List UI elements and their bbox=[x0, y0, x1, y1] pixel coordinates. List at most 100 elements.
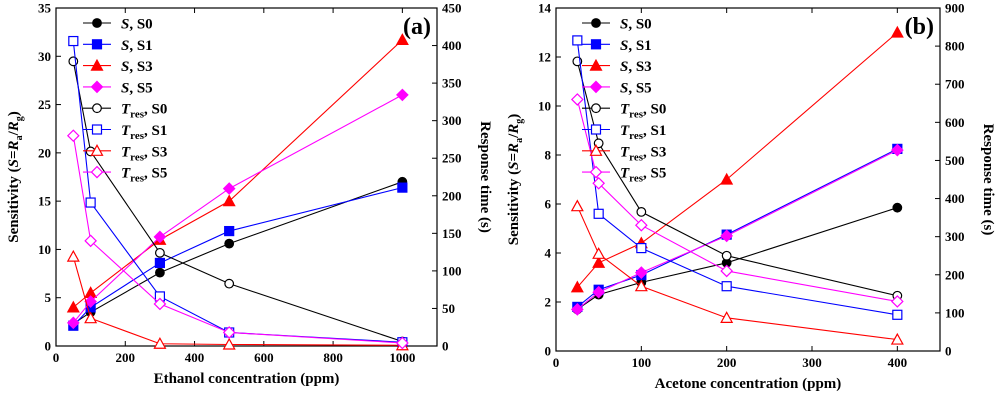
y-tick-label: 0 bbox=[545, 344, 552, 359]
legend-label: Tres, S1 bbox=[121, 123, 167, 142]
legend-label: Tres, S5 bbox=[121, 166, 167, 185]
data-point bbox=[634, 218, 648, 232]
legend-entry: S, S3 bbox=[83, 58, 153, 75]
y-tick-label: 12 bbox=[538, 50, 551, 65]
data-point bbox=[397, 182, 408, 193]
legend-marker bbox=[91, 124, 103, 135]
data-point bbox=[592, 247, 606, 259]
y-tick-label: 6 bbox=[545, 197, 552, 212]
data-point bbox=[66, 249, 80, 262]
data-point bbox=[153, 297, 167, 311]
series-s-s5 bbox=[66, 88, 409, 330]
data-point bbox=[222, 182, 236, 195]
legend-label: S, S5 bbox=[620, 80, 652, 96]
y-tick-label: 10 bbox=[38, 242, 51, 257]
data-point bbox=[721, 250, 732, 261]
data-point bbox=[84, 295, 97, 308]
data-point bbox=[592, 285, 606, 299]
legend-marker bbox=[92, 18, 102, 28]
legend-label: Tres, S3 bbox=[121, 144, 167, 163]
legend-marker bbox=[590, 39, 602, 50]
y-tick-label: 2 bbox=[545, 295, 552, 310]
y2-tick-label: 350 bbox=[442, 76, 462, 91]
y2-tick-label: 200 bbox=[442, 188, 462, 203]
y-tick-label: 5 bbox=[45, 290, 52, 305]
data-point bbox=[890, 25, 904, 38]
y-tick-label: 4 bbox=[545, 246, 552, 261]
series-s-s5 bbox=[570, 143, 904, 316]
data-point bbox=[155, 267, 165, 278]
y2-tick-label: 100 bbox=[442, 263, 462, 278]
y2-tick-label: 250 bbox=[442, 151, 462, 166]
legend-marker bbox=[91, 39, 103, 50]
y-tick-label: 10 bbox=[538, 99, 551, 114]
data-point bbox=[66, 300, 80, 313]
data-point bbox=[570, 199, 584, 212]
data-point bbox=[592, 256, 606, 268]
data-point bbox=[890, 332, 904, 345]
legend-label: Tres, S0 bbox=[121, 102, 167, 121]
x-tick-label: 100 bbox=[632, 355, 652, 370]
x-tick-label: 0 bbox=[53, 350, 60, 365]
legend-marker bbox=[591, 103, 601, 114]
legend-entry: Tres, S0 bbox=[83, 102, 167, 121]
panel-label: (b) bbox=[905, 14, 934, 40]
panel-label: (a) bbox=[403, 14, 431, 40]
legend-label: S, S1 bbox=[121, 38, 153, 54]
legend-entry: S, S0 bbox=[83, 17, 153, 33]
x-tick-label: 200 bbox=[717, 355, 737, 370]
x-tick-label: 0 bbox=[553, 355, 560, 370]
data-point bbox=[66, 316, 80, 330]
legend-entry: Tres, S3 bbox=[582, 144, 666, 163]
data-point bbox=[154, 257, 166, 269]
x-tick-label: 1000 bbox=[389, 350, 415, 365]
data-point bbox=[892, 309, 903, 320]
legend-marker bbox=[591, 18, 601, 28]
y2-tick-label: 150 bbox=[442, 226, 462, 241]
data-point bbox=[66, 129, 80, 143]
legend-entry: Tres, S0 bbox=[582, 102, 666, 121]
data-point bbox=[396, 88, 409, 102]
legend-marker bbox=[589, 58, 603, 71]
y2-tick-label: 400 bbox=[442, 38, 462, 53]
legend-label: S, S1 bbox=[620, 38, 652, 54]
legend-label: S, S5 bbox=[121, 80, 153, 96]
y2-tick-label: 0 bbox=[945, 344, 952, 359]
data-point bbox=[68, 35, 79, 47]
x-tick-label: 600 bbox=[254, 350, 274, 365]
y2-tick-label: 900 bbox=[945, 1, 965, 16]
legend-entry: Tres, S1 bbox=[83, 123, 167, 142]
data-point bbox=[155, 247, 165, 258]
series-s-s0 bbox=[68, 176, 408, 329]
series-tres-s0 bbox=[68, 56, 408, 347]
data-point bbox=[85, 197, 96, 208]
y2-axis-label: Response time (s) bbox=[477, 121, 493, 233]
y2-axis-label: Response time (s) bbox=[980, 124, 996, 236]
legend-label: S, S3 bbox=[121, 59, 153, 75]
data-point bbox=[636, 243, 647, 254]
series-tres-s5 bbox=[66, 129, 409, 350]
legend-entry: S, S1 bbox=[83, 38, 153, 54]
legend: S, S0 S, S1 S, S3 S, S5 Tres, S0 Tres, S1 Tres… bbox=[582, 17, 666, 185]
data-point bbox=[153, 337, 167, 349]
legend-marker bbox=[590, 124, 602, 135]
data-point bbox=[572, 35, 583, 46]
series-s-s3 bbox=[66, 33, 409, 313]
data-point bbox=[634, 279, 648, 292]
y2-tick-label: 800 bbox=[945, 39, 965, 54]
data-point bbox=[84, 234, 97, 248]
y-tick-label: 25 bbox=[38, 97, 52, 112]
legend-marker bbox=[90, 58, 104, 71]
y2-tick-label: 300 bbox=[442, 113, 462, 128]
legend-entry: S, S5 bbox=[83, 80, 153, 96]
data-point bbox=[892, 202, 903, 213]
series-line bbox=[73, 181, 403, 325]
data-point bbox=[570, 280, 584, 293]
series-tres-s3 bbox=[570, 199, 904, 345]
y2-tick-label: 0 bbox=[442, 339, 449, 354]
x-tick-label: 200 bbox=[116, 350, 136, 365]
legend-label: Tres, S1 bbox=[620, 123, 666, 142]
legend-marker bbox=[589, 80, 603, 94]
